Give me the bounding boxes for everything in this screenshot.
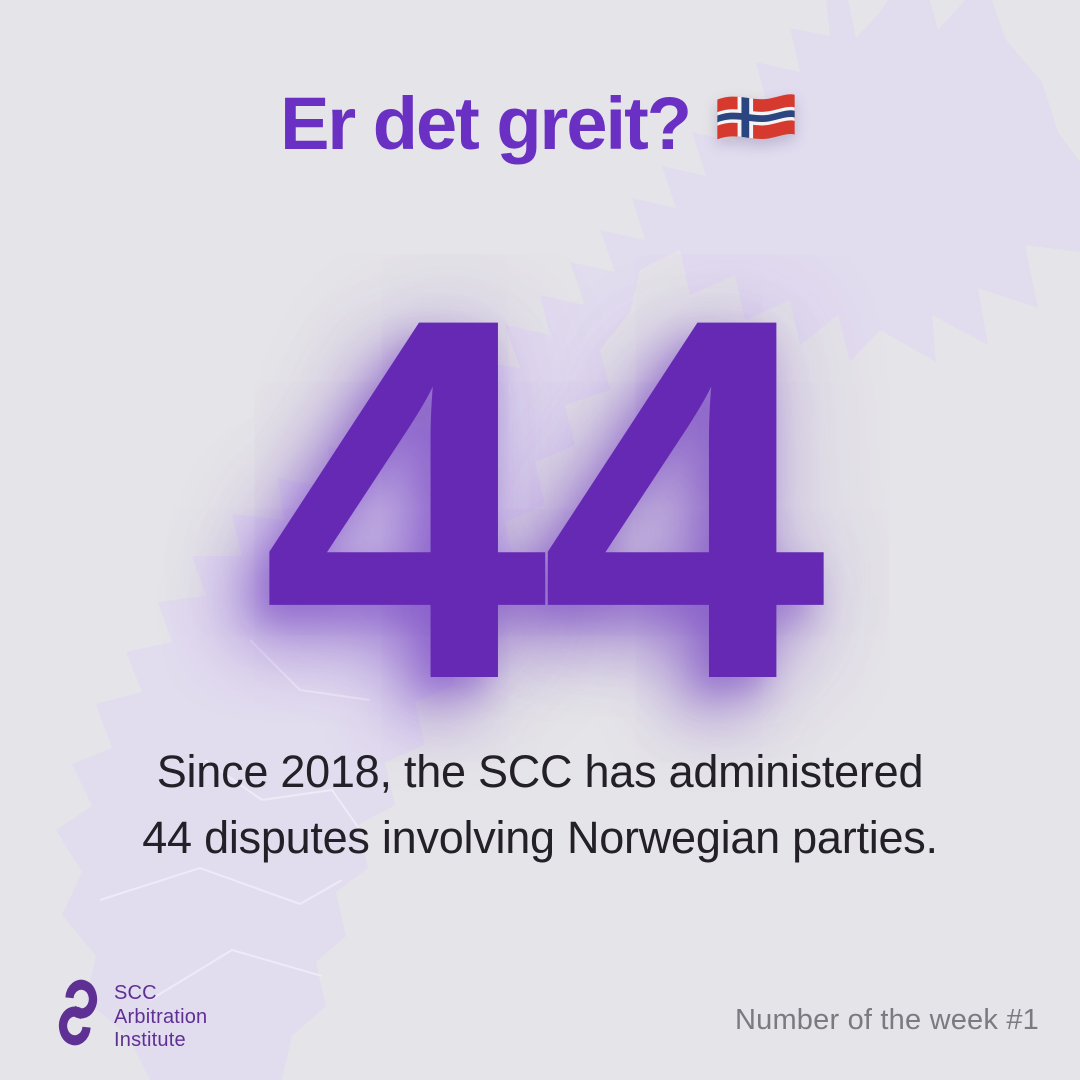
norway-flag-icon (717, 94, 795, 140)
scc-logo-text: SCC Arbitration Institute (114, 982, 207, 1053)
statistic-text: Since 2018, the SCC has administered 44 … (0, 739, 1080, 871)
scc-logo-mark-icon (58, 979, 98, 1046)
flag-blue-cross-horizontal (717, 110, 795, 123)
norway-landmass (56, 0, 1080, 1080)
logo-mark-bottom-arc (58, 1006, 91, 1046)
big-number: 44 (261, 212, 827, 787)
logo-line-institute: Institute (114, 1029, 186, 1051)
logo-line-arbitration: Arbitration (114, 1005, 208, 1028)
flag-blue-cross-vertical (741, 94, 750, 140)
statistic-line-2: 44 disputes involving Norwegian parties. (142, 812, 938, 863)
logo-line-scc: SCC (114, 982, 157, 1004)
footer-caption: Number of the week #1 (734, 1004, 1039, 1036)
scc-logo: SCC Arbitration Institute (56, 979, 207, 1053)
county-border-lines (99, 639, 371, 1001)
title-row: Er det greit? (0, 87, 1080, 161)
page-title: Er det greit? (280, 82, 692, 165)
statistic-line-1: Since 2018, the SCC has administered (156, 746, 924, 797)
